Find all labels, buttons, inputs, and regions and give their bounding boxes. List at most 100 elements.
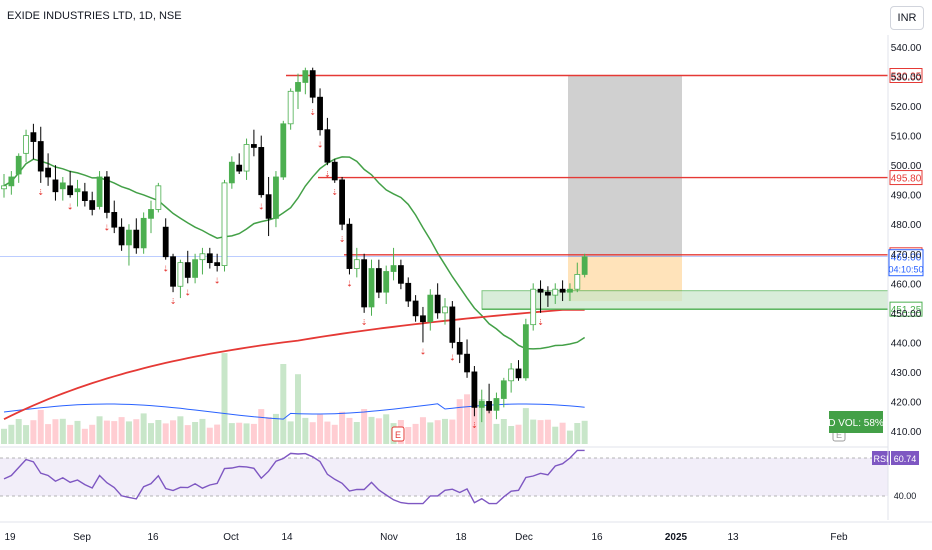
candle-body [199,253,206,261]
level-label-text: 451.25 [891,305,922,316]
price-tick-label: 520.00 [891,102,922,113]
candle [567,283,573,302]
volume-bar [265,417,272,444]
candle [515,360,522,381]
volume-bar [331,424,338,444]
volume-bar [412,423,419,444]
sell-signal-marker: ⇣ [339,235,346,244]
candle-body [258,147,265,196]
volume-bar [125,421,132,444]
candle [236,153,243,175]
candle-body [375,268,382,293]
candle [74,179,81,207]
candle-body [522,324,529,379]
candle [148,200,154,234]
candle-body [581,256,588,275]
candle-body [339,179,346,225]
volume-bar [530,419,537,444]
candle-body [317,96,323,131]
volume-bar [258,409,265,444]
candle [545,286,551,307]
zones [481,75,889,310]
volume-bar [515,424,522,444]
candle-body [486,401,493,411]
candle-body [471,371,478,408]
rsi-band [0,458,888,496]
volume-bar [442,418,448,444]
rsi-level-label: 40.00 [894,491,917,501]
candle: ⇣ [331,159,338,197]
volume-bar [67,424,74,444]
rsi-panel: RSI 60.74 40.00 [0,446,919,505]
volume-bar [581,420,588,444]
candle: ⇣ [324,117,331,179]
sell-signal-marker: ⇣ [184,288,191,297]
candle: ⇣ [67,171,74,212]
candle-body [228,161,235,184]
candle-body [508,368,515,382]
candle-body [67,185,74,196]
candle [192,253,199,284]
candle-body [280,123,287,178]
volume-bar [508,426,515,444]
candle [23,129,29,163]
candle: ⇣ [37,126,44,197]
candle [30,123,37,160]
volume-bar [162,423,169,444]
candle-body [162,226,169,258]
volume-bar [74,420,81,444]
level-label-box [889,301,923,317]
time-tick-label: Dec [515,532,533,543]
candle-body [478,401,485,408]
candle-body [59,182,66,190]
sell-signal-marker: ⇣ [420,347,427,356]
candle [464,339,470,378]
candle-body [96,176,103,207]
candles: ⇣⇣⇣⇣⇣⇣⇣⇣⇣⇣⇣⇣⇣⇣⇣⇣⇣⇣⇣E ED VOL: 58% [1,67,884,442]
volume-bar [199,418,206,444]
candle [81,182,88,207]
volume-bar [434,420,441,444]
candle: ⇣ [346,218,353,288]
volume-bar [346,417,353,444]
candle [287,88,294,130]
candle-body [515,368,522,379]
price-tick-label: 440.00 [891,338,922,349]
candle [199,247,206,275]
volume-badge: D VOL: 58% [828,411,884,433]
candle [574,262,581,293]
time-tick-label: 16 [591,532,603,543]
volume-bar [361,409,368,444]
volume-bar [552,426,559,444]
volume-badge-text: D VOL: 58% [828,418,884,429]
currency-selector[interactable]: INR [890,6,924,30]
candle-body [420,315,426,323]
candle [302,67,309,95]
candle [52,165,59,201]
candle [177,259,184,299]
candle-body [126,229,132,246]
volume-bar [500,419,507,444]
level-label: 451.25 [889,301,923,317]
volume-bar [214,424,221,444]
time-tick-label: 13 [727,532,739,543]
candle-body [567,288,573,293]
volume-bar [317,414,324,444]
last-price-text: 469.00 [891,253,922,264]
candle [1,174,7,198]
volume-bar [295,374,301,444]
volume-bar [37,409,44,444]
candle-body [537,288,544,293]
candle [500,377,507,408]
candle-body [464,353,470,373]
candle-body [1,185,7,190]
last-price-box [888,249,924,277]
volume-bar [243,423,250,444]
time-tick-label: 16 [147,532,159,543]
candle-body [309,70,316,98]
sell-signal-marker: ⇣ [346,279,353,288]
candle [353,247,360,278]
candle-body [295,82,301,92]
demand-zone [481,290,889,310]
